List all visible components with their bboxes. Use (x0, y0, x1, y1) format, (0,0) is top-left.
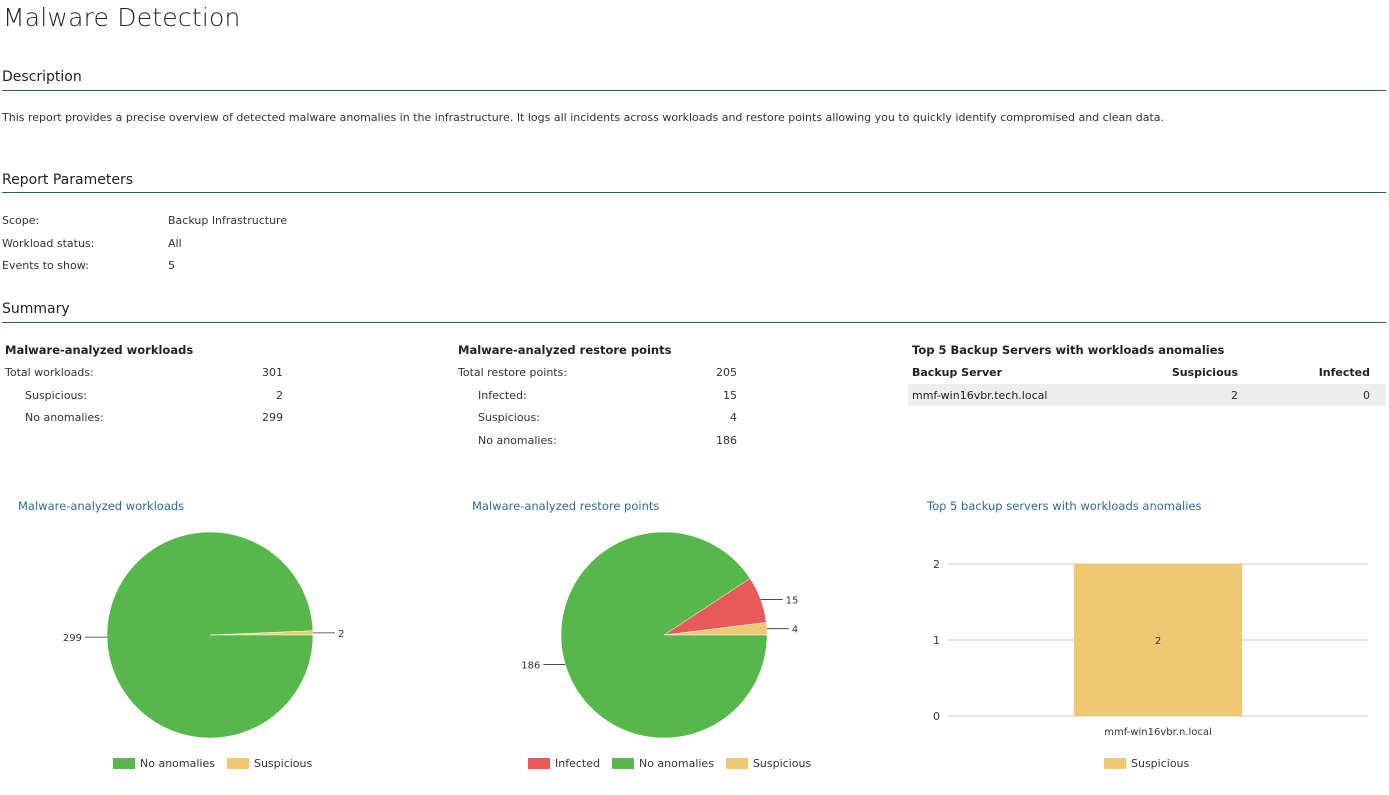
table-cell-suspicious: 2 (1231, 389, 1238, 402)
legend-label: Suspicious (1131, 757, 1190, 770)
summary-heading: Summary (2, 301, 70, 317)
restore-points-pie-chart: 4 15 186 (521, 531, 799, 739)
legend-label: Suspicious (752, 757, 812, 770)
pie-data-label: 15 (786, 595, 799, 606)
infected-restore-points-label: Infected: (478, 389, 527, 402)
param-events-label: Events to show: (2, 259, 89, 272)
workloads-summary-title: Malware-analyzed workloads (5, 343, 194, 357)
legend-item-suspicious: Suspicious (725, 757, 812, 770)
column-header-suspicious: Suspicious (1171, 366, 1238, 379)
description-heading: Description (2, 69, 82, 85)
bar-data-label: 2 (1155, 636, 1161, 647)
pie-data-label: 299 (63, 633, 82, 644)
table-cell-infected: 0 (1363, 389, 1370, 402)
legend-item-infected: Infected (528, 757, 600, 770)
parameters-divider (2, 192, 1386, 193)
page-title: Malware Detection (3, 3, 241, 32)
restore-points-chart-legend: Infected No anomalies Suspicious (528, 757, 811, 770)
no-anomalies-workloads-label: No anomalies: (25, 411, 104, 424)
top-servers-chart-title: Top 5 backup servers with workloads anom… (927, 499, 1202, 513)
pie-data-label: 186 (521, 661, 540, 672)
description-divider (2, 90, 1386, 91)
workloads-pie-chart: 2 299 (63, 531, 344, 739)
legend-item-no-anomalies: No anomalies (113, 757, 215, 770)
param-workload-status-label: Workload status: (2, 237, 95, 250)
total-restore-points-label: Total restore points: (458, 366, 568, 379)
legend-swatch (725, 758, 748, 769)
suspicious-workloads-label: Suspicious: (25, 389, 87, 402)
legend-label: No anomalies (638, 757, 714, 770)
pie-data-label: 4 (792, 625, 798, 636)
legend-swatch (528, 758, 550, 769)
total-workloads-value: 301 (262, 366, 283, 379)
legend-swatch (113, 758, 135, 769)
top-servers-chart-legend: Suspicious (1104, 757, 1189, 770)
summary-divider (2, 322, 1386, 323)
param-scope-value: Backup Infrastructure (168, 214, 288, 227)
x-category-label: mmf-win16vbr.n.local (1104, 727, 1212, 738)
total-workloads-label: Total workloads: (5, 366, 94, 379)
param-workload-status-value: All (168, 237, 182, 250)
infected-restore-points-value: 15 (723, 389, 737, 402)
description-text: This report provides a precise overview … (2, 111, 1164, 124)
restore-points-summary-title: Malware-analyzed restore points (458, 343, 672, 357)
suspicious-restore-points-value: 4 (730, 411, 737, 424)
top-servers-title: Top 5 Backup Servers with workloads anom… (912, 343, 1225, 357)
suspicious-workloads-value: 2 (276, 389, 283, 402)
workloads-chart-legend: No anomalies Suspicious (113, 757, 312, 770)
y-tick-label: 2 (933, 558, 940, 571)
restore-points-chart-title: Malware-analyzed restore points (472, 499, 660, 513)
legend-swatch (226, 758, 249, 769)
suspicious-restore-points-label: Suspicious: (478, 411, 540, 424)
column-header-backup-server: Backup Server (912, 366, 1003, 379)
legend-item-suspicious: Suspicious (1104, 757, 1189, 770)
legend-label: No anomalies (140, 757, 215, 770)
table-cell-server: mmf-win16vbr.tech.local (912, 389, 1048, 402)
y-tick-label: 0 (933, 710, 940, 723)
legend-label: Suspicious (253, 757, 313, 770)
param-events-value: 5 (168, 259, 175, 272)
workloads-chart-title: Malware-analyzed workloads (18, 499, 185, 513)
legend-item-suspicious: Suspicious (226, 757, 313, 770)
pie-data-label: 2 (338, 629, 344, 640)
legend-swatch (1104, 758, 1126, 769)
parameters-heading: Report Parameters (2, 172, 133, 188)
param-scope-label: Scope: (2, 214, 40, 227)
legend-label: Infected (555, 757, 600, 770)
bar (1074, 564, 1242, 716)
table-row (908, 384, 1386, 406)
no-anomalies-restore-points-label: No anomalies: (478, 434, 557, 447)
total-restore-points-value: 205 (716, 366, 737, 379)
pie-slice-no-anomalies (106, 531, 314, 739)
legend-item-no-anomalies: No anomalies (611, 757, 714, 770)
pie-slice-no-anomalies (560, 531, 768, 739)
legend-swatch (611, 758, 634, 769)
top-servers-bar-chart: 0 1 2 2 mmf-win16vbr.n.local (933, 558, 1368, 738)
column-header-infected: Infected (1318, 366, 1370, 379)
no-anomalies-workloads-value: 299 (262, 411, 283, 424)
y-tick-label: 1 (933, 634, 940, 647)
no-anomalies-restore-points-value: 186 (716, 434, 737, 447)
